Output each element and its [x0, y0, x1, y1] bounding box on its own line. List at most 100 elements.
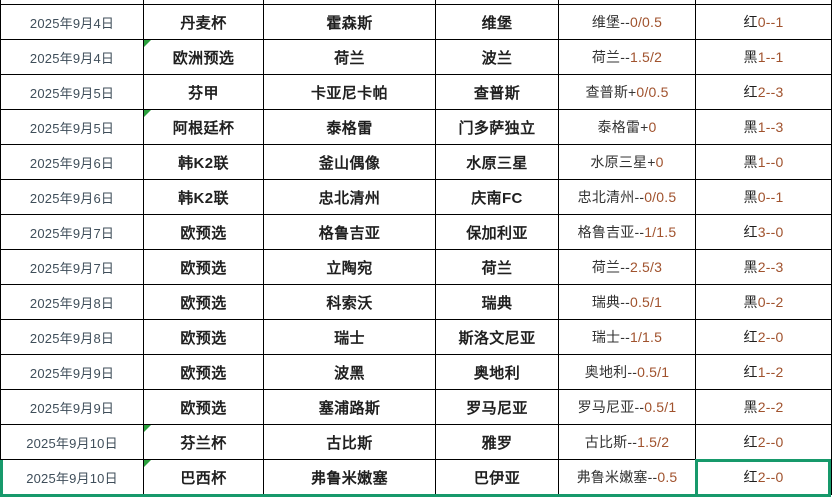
handicap-cell[interactable]: 奥地利--0.5/1	[558, 354, 696, 390]
table-row[interactable]: 2025年9月7日 欧预选 立陶宛 荷兰 荷兰--2.5/3 黑2--3	[0, 249, 832, 285]
league-cell[interactable]: 欧预选	[143, 354, 264, 390]
home-team-cell[interactable]: 古比斯	[263, 424, 436, 460]
table-row[interactable]: 2025年9月9日 欧预选 塞浦路斯 罗马尼亚 罗马尼亚--0.5/1 黑2--2	[0, 389, 832, 425]
result-cell[interactable]: 红0--1	[695, 4, 832, 40]
home-team-cell[interactable]: 忠北清州	[263, 179, 436, 215]
result-cell[interactable]: 红2--0	[695, 319, 832, 355]
table-row[interactable]: 2025年9月9日 欧预选 波黑 奥地利 奥地利--0.5/1 红1--2	[0, 354, 832, 390]
handicap-cell[interactable]: 忠北清州--0/0.5	[558, 179, 696, 215]
match-date-cell[interactable]: 2025年9月6日	[0, 179, 144, 215]
result-cell[interactable]: 红2--0	[695, 424, 832, 460]
league-cell[interactable]: 韩K2联	[143, 144, 264, 180]
match-date-cell[interactable]: 2025年9月7日	[0, 214, 144, 250]
match-date-cell[interactable]: 2025年9月9日	[0, 389, 144, 425]
table-row[interactable]: 2025年9月5日 芬甲 卡亚尼卡帕 查普斯 查普斯+0/0.5 红2--3	[0, 74, 832, 110]
result-cell[interactable]: 黑2--2	[695, 389, 832, 425]
league-cell[interactable]: 芬兰杯	[143, 424, 264, 460]
result-cell[interactable]: 黑1--3	[695, 109, 832, 145]
league-cell[interactable]: 欧预选	[143, 389, 264, 425]
handicap-cell[interactable]: 荷兰--1.5/2	[558, 39, 696, 75]
league-cell[interactable]: 欧预选	[143, 214, 264, 250]
handicap-cell[interactable]: 水原三星+0	[558, 144, 696, 180]
result-cell[interactable]: 黑1--1	[695, 39, 832, 75]
away-team-cell[interactable]: 波兰	[435, 39, 559, 75]
away-team-cell[interactable]: 罗马尼亚	[435, 389, 559, 425]
league-cell[interactable]: 阿根廷杯	[143, 109, 264, 145]
table-row[interactable]: 2025年9月8日 欧预选 科索沃 瑞典 瑞典--0.5/1 黑0--2	[0, 284, 832, 320]
match-date-cell[interactable]: 2025年9月5日	[0, 109, 144, 145]
home-team-cell-text: 瑞士	[334, 329, 365, 347]
match-date-cell[interactable]: 2025年9月7日	[0, 249, 144, 285]
result-cell[interactable]: 红2--3	[695, 74, 832, 110]
league-cell[interactable]: 欧预选	[143, 284, 264, 320]
match-date-cell[interactable]: 2025年9月10日	[0, 459, 144, 495]
home-team-cell[interactable]: 泰格雷	[263, 109, 436, 145]
match-date-cell[interactable]: 2025年9月6日	[0, 144, 144, 180]
handicap-cell[interactable]: 古比斯--1.5/2	[558, 424, 696, 460]
match-date-cell[interactable]: 2025年9月5日	[0, 74, 144, 110]
away-team-cell[interactable]: 奥地利	[435, 354, 559, 390]
home-team-cell[interactable]: 荷兰	[263, 39, 436, 75]
league-cell[interactable]: 欧洲预选	[143, 39, 264, 75]
handicap-cell-label: 罗马尼亚--	[577, 399, 645, 415]
handicap-cell[interactable]: 荷兰--2.5/3	[558, 249, 696, 285]
handicap-cell[interactable]: 瑞典--0.5/1	[558, 284, 696, 320]
home-team-cell[interactable]: 科索沃	[263, 284, 436, 320]
table-row[interactable]: 2025年9月6日 韩K2联 釜山偶像 水原三星 水原三星+0 黑1--0	[0, 144, 832, 180]
away-team-cell[interactable]: 雅罗	[435, 424, 559, 460]
away-team-cell[interactable]: 庆南FC	[435, 179, 559, 215]
league-cell[interactable]: 芬甲	[143, 74, 264, 110]
handicap-cell[interactable]: 弗鲁米嫩塞--0.5	[558, 459, 696, 495]
result-cell[interactable]: 红2--0	[695, 459, 832, 495]
match-date-cell[interactable]: 2025年9月8日	[0, 284, 144, 320]
league-cell[interactable]: 欧预选	[143, 249, 264, 285]
table-row[interactable]: 2025年9月8日 欧预选 瑞士 斯洛文尼亚 瑞士--1/1.5 红2--0	[0, 319, 832, 355]
home-team-cell[interactable]: 波黑	[263, 354, 436, 390]
away-team-cell[interactable]: 维堡	[435, 4, 559, 40]
away-team-cell[interactable]: 瑞典	[435, 284, 559, 320]
league-cell[interactable]: 丹麦杯	[143, 4, 264, 40]
handicap-cell[interactable]: 维堡--0/0.5	[558, 4, 696, 40]
match-date-cell[interactable]: 2025年9月10日	[0, 424, 144, 460]
table-row[interactable]: 2025年9月4日 丹麦杯 霍森斯 维堡 维堡--0/0.5 红0--1	[0, 4, 832, 40]
home-team-cell[interactable]: 格鲁吉亚	[263, 214, 436, 250]
away-team-cell[interactable]: 查普斯	[435, 74, 559, 110]
result-cell[interactable]: 黑2--3	[695, 249, 832, 285]
match-date-cell[interactable]: 2025年9月4日	[0, 4, 144, 40]
table-row[interactable]: 2025年9月6日 韩K2联 忠北清州 庆南FC 忠北清州--0/0.5 黑0--1	[0, 179, 832, 215]
result-cell[interactable]: 红3--0	[695, 214, 832, 250]
league-cell[interactable]: 巴西杯	[143, 459, 264, 495]
handicap-cell[interactable]: 查普斯+0/0.5	[558, 74, 696, 110]
result-cell[interactable]: 黑0--1	[695, 179, 832, 215]
home-team-cell[interactable]: 釜山偶像	[263, 144, 436, 180]
result-cell[interactable]: 黑0--2	[695, 284, 832, 320]
home-team-cell[interactable]: 瑞士	[263, 319, 436, 355]
handicap-cell[interactable]: 瑞士--1/1.5	[558, 319, 696, 355]
away-team-cell[interactable]: 水原三星	[435, 144, 559, 180]
table-row[interactable]: 2025年9月7日 欧预选 格鲁吉亚 保加利亚 格鲁吉亚--1/1.5 红3--0	[0, 214, 832, 250]
home-team-cell[interactable]: 弗鲁米嫩塞	[263, 459, 436, 495]
home-team-cell[interactable]: 塞浦路斯	[263, 389, 436, 425]
away-team-cell[interactable]: 巴伊亚	[435, 459, 559, 495]
handicap-cell[interactable]: 格鲁吉亚--1/1.5	[558, 214, 696, 250]
result-cell[interactable]: 红1--2	[695, 354, 832, 390]
match-date-cell[interactable]: 2025年9月8日	[0, 319, 144, 355]
league-cell[interactable]: 韩K2联	[143, 179, 264, 215]
result-cell[interactable]: 黑1--0	[695, 144, 832, 180]
away-team-cell[interactable]: 斯洛文尼亚	[435, 319, 559, 355]
away-team-cell[interactable]: 门多萨独立	[435, 109, 559, 145]
home-team-cell[interactable]: 卡亚尼卡帕	[263, 74, 436, 110]
home-team-cell[interactable]: 立陶宛	[263, 249, 436, 285]
handicap-cell[interactable]: 罗马尼亚--0.5/1	[558, 389, 696, 425]
home-team-cell[interactable]: 霍森斯	[263, 4, 436, 40]
match-date-cell[interactable]: 2025年9月9日	[0, 354, 144, 390]
league-cell[interactable]: 欧预选	[143, 319, 264, 355]
table-row[interactable]: 2025年9月10日 芬兰杯 古比斯 雅罗 古比斯--1.5/2 红2--0	[0, 424, 832, 460]
table-row[interactable]: 2025年9月5日 阿根廷杯 泰格雷 门多萨独立 泰格雷+0 黑1--3	[0, 109, 832, 145]
table-row[interactable]: 2025年9月4日 欧洲预选 荷兰 波兰 荷兰--1.5/2 黑1--1	[0, 39, 832, 75]
away-team-cell[interactable]: 保加利亚	[435, 214, 559, 250]
table-row[interactable]: 2025年9月10日 巴西杯 弗鲁米嫩塞 巴伊亚 弗鲁米嫩塞--0.5 红2--0	[0, 459, 832, 495]
match-date-cell[interactable]: 2025年9月4日	[0, 39, 144, 75]
handicap-cell[interactable]: 泰格雷+0	[558, 109, 696, 145]
away-team-cell[interactable]: 荷兰	[435, 249, 559, 285]
